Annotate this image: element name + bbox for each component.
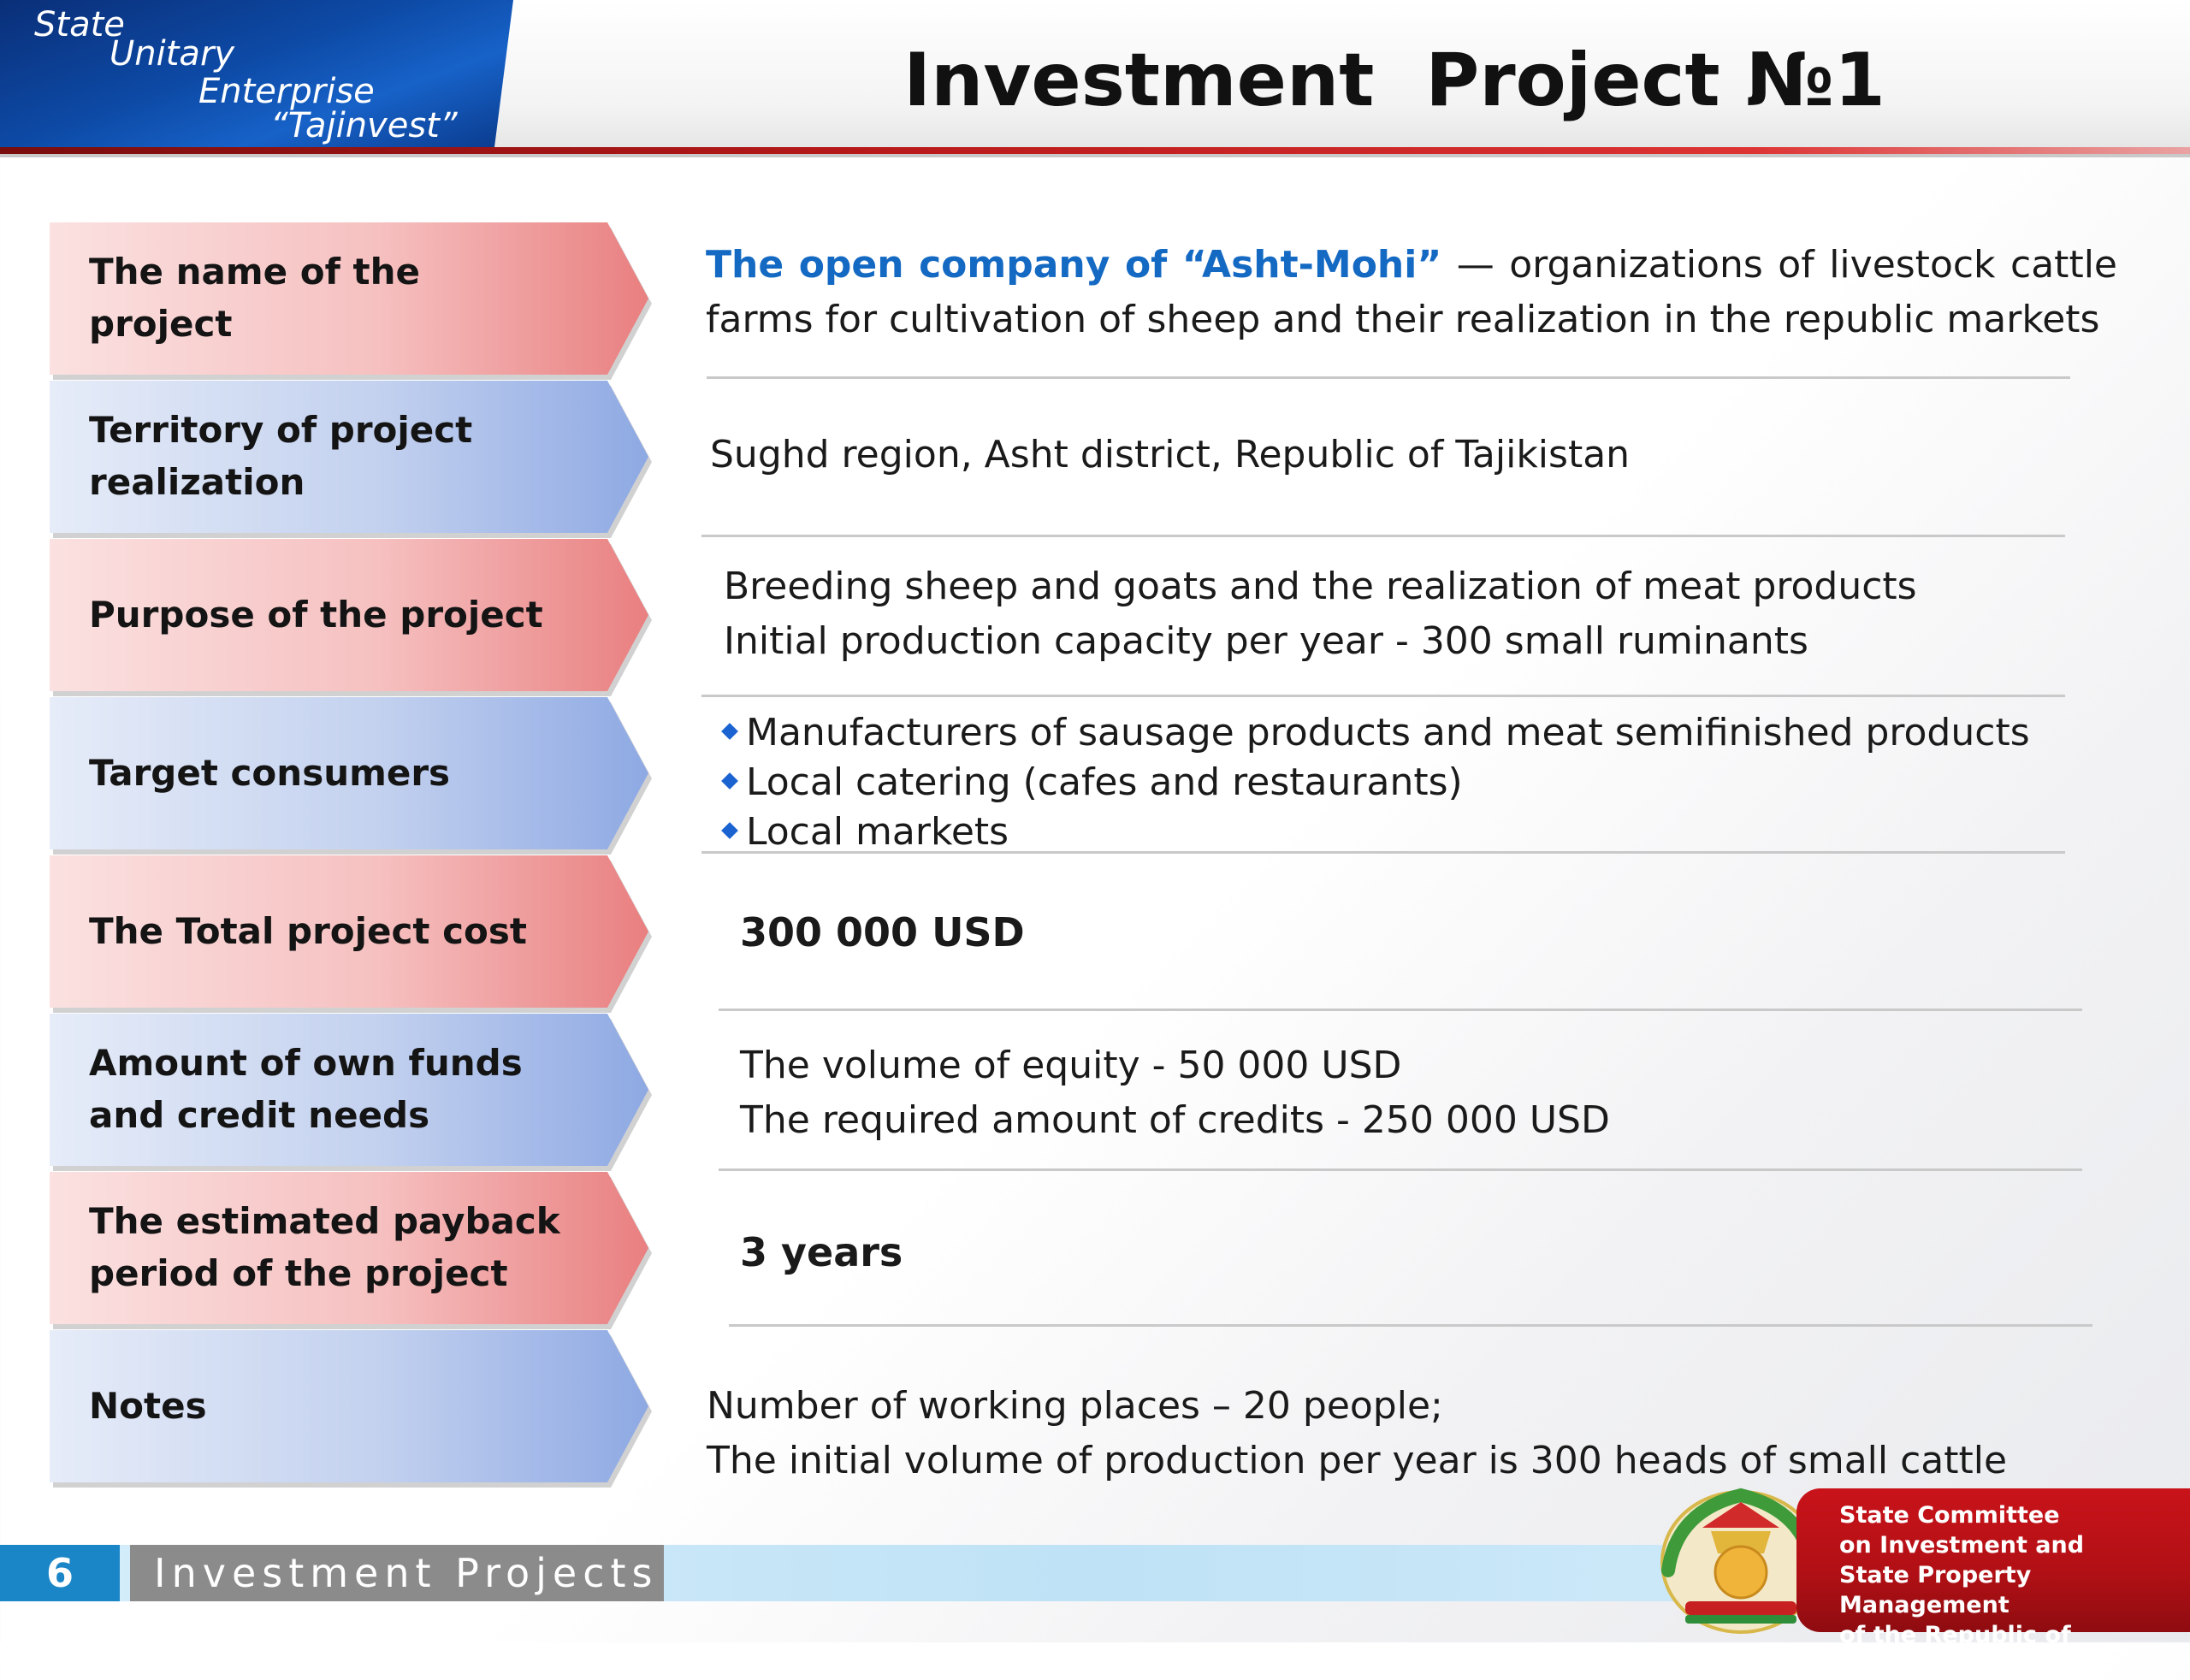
value-purpose: Breeding sheep and goats and the realiza…: [724, 559, 1917, 669]
consumer-list-item: Manufacturers of sausage products and me…: [720, 708, 2030, 758]
row-label-target-consumers: Target consumers: [50, 697, 648, 849]
row-label-notes: Notes: [50, 1330, 648, 1482]
value-territory: Sughd region, Asht district, Republic of…: [710, 433, 1631, 476]
consumer-list-item: Local catering (cafes and restaurants): [720, 758, 2030, 807]
value-own-funds: The volume of equity - 50 000 USD The re…: [740, 1038, 1610, 1148]
diamond-bullet-icon: [721, 822, 738, 839]
logo-line: State: [34, 5, 125, 44]
state-committee-badge: State Committee on Investment and State …: [1796, 1488, 2190, 1678]
project-name-word: cattle: [2010, 243, 2117, 287]
committee-line: of the Republic of Tajikistan: [1839, 1622, 2071, 1678]
row-label-project-name: The name of the project: [50, 222, 648, 375]
project-name-word: The: [706, 243, 784, 287]
value-project-name: The open company of “Asht-Mohi” — organi…: [706, 238, 2117, 347]
row-label-territory: Territory of project realization: [50, 381, 648, 533]
header-rule-shadow: [0, 154, 2190, 157]
row-divider: [719, 1009, 2082, 1011]
row-divider: [701, 851, 2065, 854]
state-emblem-icon: [1660, 1488, 1821, 1634]
project-name-word: livestock: [1829, 243, 1996, 287]
project-name-word: of: [1124, 243, 1168, 287]
project-name-word: organizations: [1509, 243, 1763, 287]
funds-line: The volume of equity - 50 000 USD: [740, 1044, 1402, 1087]
row-label-purpose: Purpose of the project: [50, 539, 648, 691]
project-name-word: of: [1778, 243, 1814, 287]
committee-line: State Committee: [1839, 1502, 2060, 1529]
committee-line: on Investment and: [1839, 1532, 2085, 1559]
project-name-word: company: [919, 243, 1110, 287]
notes-line: The initial volume of production per yea…: [707, 1439, 2008, 1482]
logo-line: Enterprise: [198, 72, 375, 111]
notes-line: Number of working places – 20 people;: [707, 1384, 1443, 1428]
consumer-list-item: Local markets: [720, 807, 2030, 857]
value-total-cost: 300 000 USD: [740, 909, 1025, 955]
project-name-word: —: [1456, 243, 1495, 287]
project-name-line-2: farms for cultivation of sheep and their…: [706, 298, 2100, 341]
row-label-payback: The estimated payback period of the proj…: [50, 1172, 648, 1324]
diamond-bullet-icon: [721, 772, 738, 790]
purpose-line: Breeding sheep and goats and the realiza…: [724, 565, 1917, 608]
page-title: Investment Project №1: [903, 38, 1885, 123]
project-name-line-1: The open company of “Asht-Mohi” — organi…: [706, 238, 2117, 293]
page-number: 6: [0, 1545, 120, 1601]
footer-section-label: Investment Projects: [130, 1545, 664, 1601]
logo-line: Unitary: [110, 34, 235, 74]
logo-line: “Tajinvest”: [270, 106, 458, 145]
row-divider: [729, 1324, 2092, 1327]
value-target-consumers: Manufacturers of sausage products and me…: [720, 708, 2030, 857]
row-label-total-cost: The Total project cost: [50, 855, 648, 1008]
row-label-own-funds: Amount of own funds and credit needs: [50, 1014, 648, 1166]
value-payback: 3 years: [740, 1229, 903, 1275]
row-divider: [701, 535, 2065, 537]
purpose-line: Initial production capacity per year - 3…: [724, 619, 1808, 663]
project-name-word: “Asht-Mohi”: [1181, 243, 1442, 287]
header-rule: [0, 147, 2190, 154]
funds-line: The required amount of credits - 250 000…: [740, 1098, 1610, 1142]
value-notes: Number of working places – 20 people; Th…: [707, 1379, 2007, 1488]
committee-line: State Property Management: [1839, 1562, 2032, 1618]
project-name-word: open: [798, 243, 904, 287]
row-divider: [719, 1168, 2082, 1171]
row-divider: [701, 695, 2065, 697]
tajinvest-logo: State Unitary Enterprise “Tajinvest”: [0, 0, 513, 147]
diamond-bullet-icon: [721, 723, 738, 740]
row-divider: [707, 376, 2070, 379]
